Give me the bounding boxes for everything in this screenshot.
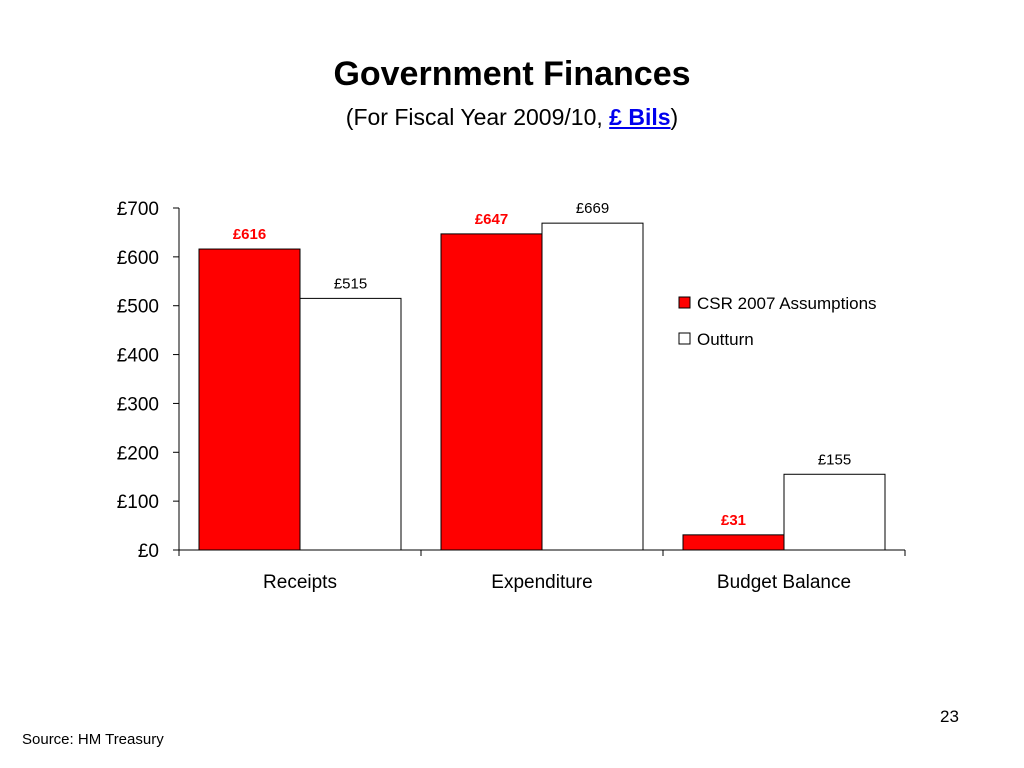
page-number: 23 xyxy=(940,707,959,726)
bar xyxy=(783,473,886,551)
bar xyxy=(541,222,644,551)
subtitle-prefix: (For Fiscal Year 2009/10, xyxy=(345,104,610,130)
legend-label: CSR 2007 Assumptions xyxy=(697,294,877,313)
chart-title: Government Finances xyxy=(333,55,691,93)
legend-swatch xyxy=(678,332,691,345)
y-tick-label: £700 xyxy=(117,199,159,220)
data-label: £669 xyxy=(576,200,609,217)
source-note: Source: HM Treasury xyxy=(22,731,164,748)
bar xyxy=(299,297,402,551)
chart-subtitle: (For Fiscal Year 2009/10, £ Bils) xyxy=(0,102,1024,132)
y-tick-label: £200 xyxy=(117,443,159,464)
x-tick-label: Expenditure xyxy=(491,572,592,593)
y-tick-label: £100 xyxy=(117,492,159,513)
legend-swatch xyxy=(678,296,691,309)
data-label: £647 xyxy=(475,211,508,228)
data-label: £155 xyxy=(818,451,851,468)
bar xyxy=(198,248,301,551)
data-label: £515 xyxy=(334,275,367,292)
y-tick-label: £600 xyxy=(117,248,159,269)
bar xyxy=(440,233,543,551)
x-tick-label: Receipts xyxy=(263,572,337,593)
subtitle-unit-link[interactable]: £ Bils xyxy=(609,104,671,130)
data-label: £616 xyxy=(233,226,266,243)
subtitle-suffix: ) xyxy=(670,104,679,130)
legend-label: Outturn xyxy=(697,330,754,349)
x-tick-label: Budget Balance xyxy=(717,572,851,593)
y-tick-label: £0 xyxy=(138,541,159,562)
y-tick-label: £400 xyxy=(117,346,159,367)
bar xyxy=(682,534,785,551)
y-tick-label: £300 xyxy=(117,394,159,415)
data-label: £31 xyxy=(721,512,746,529)
y-tick-label: £500 xyxy=(117,297,159,318)
